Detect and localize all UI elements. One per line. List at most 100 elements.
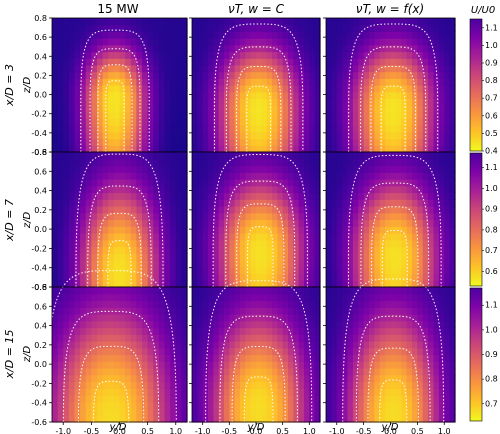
heatmap-cell — [218, 327, 225, 335]
heatmap-cell — [202, 138, 209, 146]
heatmap-cell — [256, 64, 262, 73]
heatmap-cell — [158, 125, 166, 133]
heatmap-cell — [261, 266, 268, 275]
heatmap-cell — [352, 125, 359, 133]
heatmap-cell — [218, 158, 225, 167]
heatmap-cell — [309, 78, 316, 86]
heatmap-cell — [342, 185, 349, 194]
heatmap-cell — [395, 361, 402, 369]
heatmap-cell — [449, 307, 456, 315]
heatmap-cell — [261, 105, 268, 113]
heatmap-cell — [428, 334, 435, 342]
heatmap-cell — [336, 71, 343, 79]
heatmap-cell — [113, 131, 121, 140]
heatmap-cell — [85, 408, 92, 416]
heatmap-cell — [288, 58, 294, 66]
heatmap-cell — [401, 314, 408, 322]
heatmap-cell — [406, 71, 413, 79]
contour-line — [231, 346, 286, 422]
heatmap-cell — [369, 287, 375, 295]
colorbar-tick-label: 0.4 — [485, 147, 498, 156]
heatmap-cell — [314, 408, 321, 416]
heatmap-cell — [142, 172, 149, 180]
heatmap-cell — [240, 280, 246, 288]
heatmap-cell — [342, 246, 349, 254]
heatmap-cell — [444, 85, 451, 93]
heatmap-cell — [304, 138, 310, 146]
heatmap-cell — [63, 18, 70, 26]
heatmap-cell — [261, 300, 268, 308]
heatmap-cell — [293, 327, 300, 335]
heatmap-cell — [250, 91, 257, 99]
heatmap-cell — [331, 192, 338, 200]
heatmap-cell — [277, 64, 284, 73]
heatmap-cell — [97, 314, 104, 322]
heatmap-cell — [272, 64, 278, 73]
heatmap-cell — [208, 71, 214, 79]
heatmap-cell — [277, 374, 284, 383]
heatmap-cell — [326, 293, 332, 302]
heatmap-cell — [304, 38, 310, 46]
heatmap-cell — [298, 266, 305, 275]
heatmap-cell — [192, 368, 198, 376]
heatmap-cell — [417, 44, 424, 53]
heatmap-cell — [192, 300, 198, 308]
heatmap-cell — [250, 388, 257, 396]
heatmap-cell — [218, 51, 225, 59]
heatmap-cell — [449, 91, 456, 99]
heatmap-cell — [304, 206, 310, 214]
heatmap-cell — [119, 31, 126, 39]
heatmap-cell — [213, 253, 220, 261]
heatmap-cell — [277, 239, 284, 248]
heatmap-cell — [250, 111, 257, 120]
heatmap-cell — [113, 185, 121, 194]
heatmap-cell — [282, 233, 289, 241]
heatmap-cell — [250, 152, 257, 160]
heatmap-cell — [91, 206, 98, 214]
heatmap-cell — [74, 111, 81, 120]
heatmap-cell — [374, 314, 381, 322]
heatmap-cell — [74, 347, 81, 356]
heatmap-cell — [175, 287, 182, 295]
heatmap-cell — [213, 327, 220, 335]
heatmap-cell — [170, 260, 177, 268]
heatmap-cell — [164, 415, 171, 423]
heatmap-cell — [304, 58, 310, 66]
heatmap-cell — [433, 212, 440, 221]
heatmap-cell — [412, 327, 418, 335]
heatmap-cell — [293, 395, 300, 403]
heatmap-cell — [422, 395, 429, 403]
heatmap-cell — [379, 24, 386, 32]
heatmap-cell — [57, 273, 64, 281]
heatmap-cell — [147, 58, 154, 66]
heatmap-cell — [395, 78, 402, 86]
heatmap-cell — [256, 320, 262, 329]
heatmap-cell — [113, 293, 121, 302]
heatmap-cell — [358, 314, 365, 322]
heatmap-cell — [240, 78, 246, 86]
heatmap-cell — [91, 246, 98, 254]
heatmap-cell — [395, 138, 402, 146]
heatmap-cell — [147, 185, 154, 194]
heatmap-cell — [202, 131, 209, 140]
heatmap-cell — [125, 131, 132, 140]
heatmap-cell — [63, 253, 70, 261]
heatmap-cell — [277, 31, 284, 39]
heatmap-cell — [374, 24, 381, 32]
heatmap-cell — [119, 239, 126, 248]
heatmap-cell — [229, 91, 236, 99]
heatmap-cell — [142, 185, 149, 194]
heatmap-cell — [91, 91, 98, 99]
heatmap-cell — [245, 179, 252, 187]
heatmap-cell — [97, 145, 104, 153]
heatmap-cell — [277, 260, 284, 268]
x-tick-label: -1.0 — [329, 427, 345, 434]
heatmap-cell — [379, 85, 386, 93]
heatmap-cell — [197, 212, 204, 221]
heatmap-cell — [342, 165, 349, 173]
heatmap-cell — [266, 253, 273, 261]
heatmap-cell — [208, 341, 214, 349]
heatmap-cell — [63, 239, 70, 248]
heatmap-cell — [213, 246, 220, 254]
heatmap-cell — [130, 206, 137, 214]
